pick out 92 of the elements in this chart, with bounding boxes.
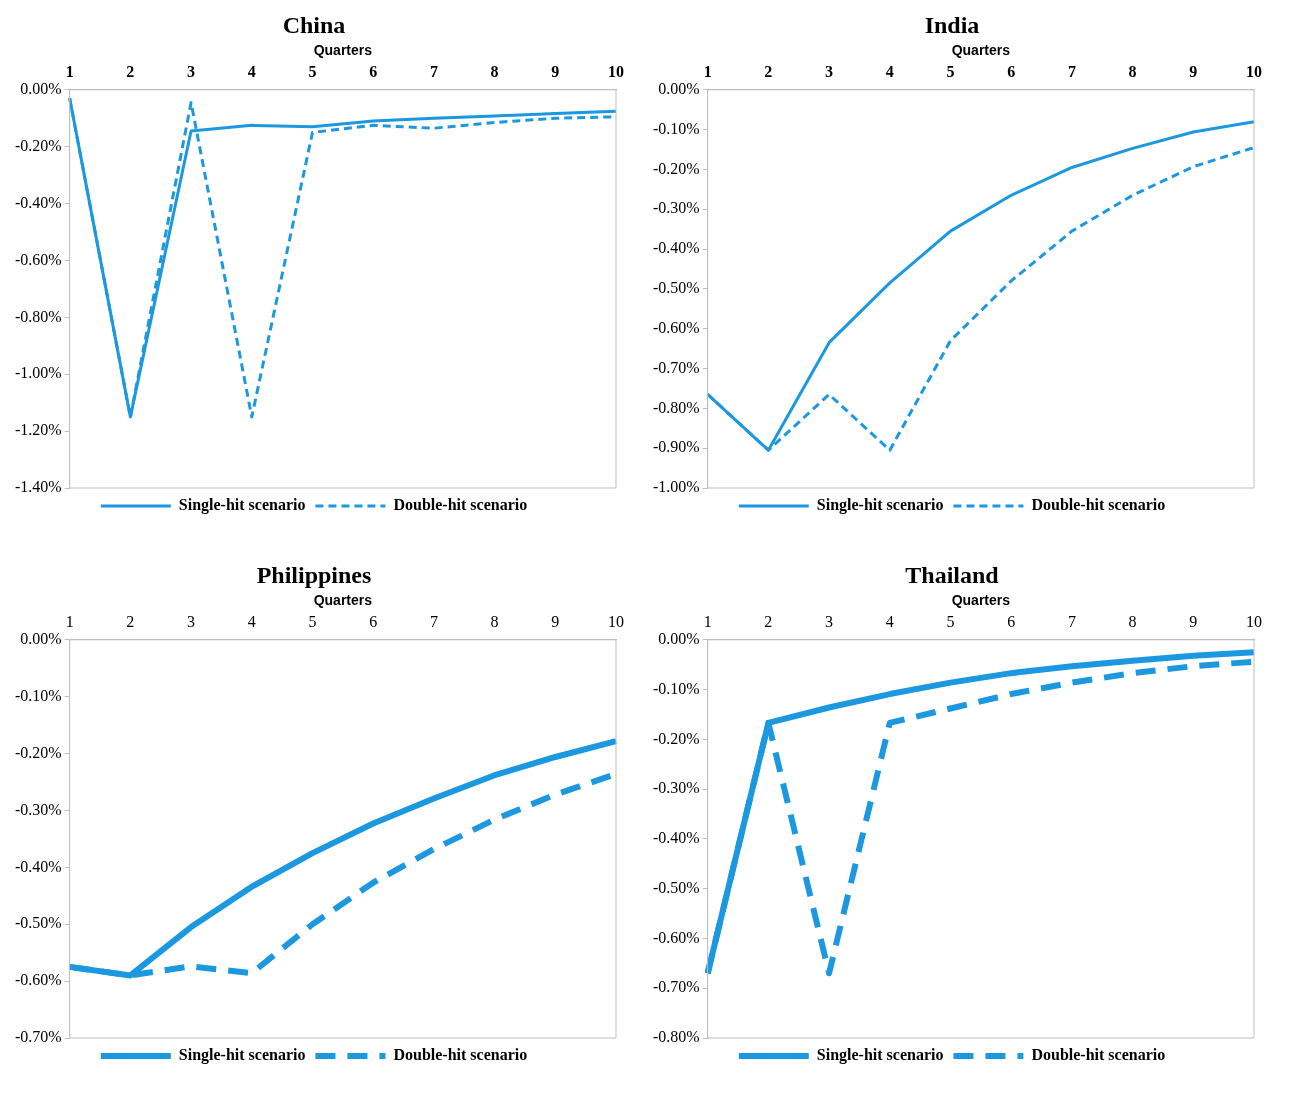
x-tick-label: 10 (1246, 613, 1262, 631)
x-tick-label: 7 (1067, 63, 1076, 81)
x-tick-label: 6 (369, 63, 378, 81)
chart-title: India (924, 11, 980, 38)
x-tick-label: 7 (429, 63, 438, 81)
x-tick-label: 1 (65, 63, 74, 81)
y-tick-label: -1.40% (15, 478, 62, 496)
x-tick-label: 8 (490, 63, 499, 81)
x-tick-label: 5 (308, 613, 317, 631)
x-tick-label: 3 (825, 613, 834, 631)
x-axis-title: Quarters (951, 592, 1011, 609)
y-tick-label: -1.00% (15, 364, 62, 382)
x-tick-label: 6 (369, 613, 378, 631)
x-tick-label: 10 (608, 63, 624, 81)
y-tick-label: -0.50% (15, 914, 62, 932)
x-axis-title: Quarters (951, 42, 1011, 59)
x-tick-label: 1 (65, 613, 74, 631)
y-tick-label: -0.30% (15, 800, 62, 818)
legend-label: Double-hit scenario (1031, 1046, 1166, 1064)
y-tick-label: -0.20% (15, 136, 62, 154)
y-tick-label: -0.70% (15, 1028, 62, 1046)
x-tick-label: 9 (1189, 613, 1198, 631)
y-tick-label: -0.60% (15, 250, 62, 268)
x-tick-label: 7 (429, 613, 438, 631)
x-tick-label: 2 (764, 63, 773, 81)
y-tick-label: 0.00% (20, 630, 62, 647)
chart-title: Thailand (905, 561, 1000, 588)
y-tick-label: -0.90% (653, 438, 700, 456)
x-tick-label: 9 (1189, 63, 1198, 81)
x-tick-label: 10 (608, 613, 624, 631)
y-tick-label: -0.20% (15, 743, 62, 761)
legend-label: Double-hit scenario (393, 1046, 528, 1064)
y-tick-label: -0.20% (653, 729, 700, 747)
x-axis-title: Quarters (313, 42, 373, 59)
x-tick-label: 8 (490, 613, 499, 631)
y-tick-label: -0.20% (653, 159, 700, 177)
chart-title: Philippines (256, 561, 372, 588)
y-tick-label: -0.40% (653, 829, 700, 847)
x-tick-label: 2 (126, 613, 135, 631)
x-tick-label: 6 (1007, 613, 1016, 631)
y-tick-label: -0.70% (653, 978, 700, 996)
y-tick-label: -0.10% (15, 686, 62, 704)
y-tick-label: -0.60% (653, 928, 700, 946)
legend-label: Double-hit scenario (393, 496, 528, 514)
x-tick-label: 5 (946, 63, 955, 81)
x-tick-label: 2 (764, 613, 773, 631)
legend-label: Single-hit scenario (816, 496, 944, 515)
x-tick-label: 4 (247, 63, 256, 81)
x-axis-title: Quarters (313, 592, 373, 609)
y-tick-label: -0.80% (15, 307, 62, 325)
y-tick-label: -0.10% (653, 679, 700, 697)
legend-label: Single-hit scenario (178, 1046, 306, 1065)
x-tick-label: 4 (885, 613, 894, 631)
x-tick-label: 7 (1067, 613, 1076, 631)
x-tick-label: 6 (1007, 63, 1016, 81)
y-tick-label: -1.20% (15, 421, 62, 439)
x-tick-label: 3 (825, 63, 834, 81)
y-tick-label: -0.80% (653, 398, 700, 416)
x-tick-label: 8 (1128, 613, 1137, 631)
x-tick-label: 2 (126, 63, 135, 81)
x-tick-label: 8 (1128, 63, 1137, 81)
y-tick-label: -0.40% (15, 193, 62, 211)
x-tick-label: 9 (551, 63, 560, 81)
y-tick-label: 0.00% (20, 80, 62, 97)
y-tick-label: -0.60% (653, 318, 700, 336)
y-tick-label: -0.70% (653, 358, 700, 376)
y-tick-label: -1.00% (653, 478, 700, 496)
y-tick-label: -0.50% (653, 878, 700, 896)
x-tick-label: 1 (703, 613, 712, 631)
x-tick-label: 5 (946, 613, 955, 631)
y-tick-label: 0.00% (658, 80, 700, 97)
y-tick-label: -0.60% (15, 971, 62, 989)
x-tick-label: 4 (885, 63, 894, 81)
y-tick-label: -0.30% (653, 779, 700, 797)
y-tick-label: -0.40% (653, 239, 700, 257)
y-tick-label: -0.10% (653, 119, 700, 137)
x-tick-label: 3 (187, 63, 196, 81)
y-tick-label: -0.50% (653, 279, 700, 297)
chart-title: China (282, 11, 346, 38)
x-tick-label: 4 (247, 613, 256, 631)
legend-label: Single-hit scenario (178, 496, 306, 515)
x-tick-label: 9 (551, 613, 560, 631)
x-tick-label: 3 (187, 613, 196, 631)
legend-label: Single-hit scenario (816, 1046, 944, 1065)
x-tick-label: 5 (308, 63, 317, 81)
y-tick-label: -0.80% (653, 1028, 700, 1046)
x-tick-label: 1 (703, 63, 712, 81)
y-tick-label: -0.40% (15, 857, 62, 875)
y-tick-label: -0.30% (653, 199, 700, 217)
y-tick-label: 0.00% (658, 630, 700, 647)
legend-label: Double-hit scenario (1031, 496, 1166, 514)
x-tick-label: 10 (1246, 63, 1262, 81)
